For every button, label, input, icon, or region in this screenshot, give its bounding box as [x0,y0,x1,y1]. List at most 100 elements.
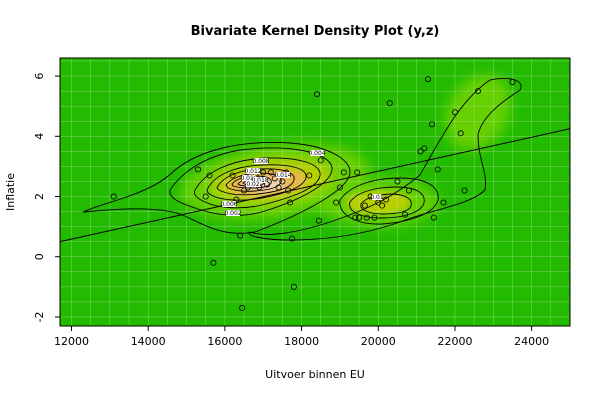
x-axis-label: Uitvoer binnen EU [265,368,365,381]
svg-text:0.012: 0.012 [244,168,261,175]
y-tick: 0 [33,253,60,260]
contour-label: 0.002 [224,210,242,217]
x-tick: 24000 [514,326,549,348]
data-point [288,235,295,242]
y-tick-label: 2 [33,193,46,200]
data-point [434,166,441,173]
y-tick: 6 [33,73,60,80]
x-tick-label: 12000 [54,335,89,348]
data-point [285,187,292,194]
data-point [290,283,297,290]
contour-label: 0.018 [251,177,269,184]
data-point [241,187,248,194]
data-point [110,193,117,200]
y-axis: -2 0 2 4 6 [33,73,60,322]
data-point [402,211,409,218]
y-axis-label: Inflatie [4,173,17,211]
svg-text:0.008: 0.008 [252,158,269,165]
data-point [233,196,240,203]
svg-text:0.006: 0.006 [220,201,237,208]
data-point [210,259,217,266]
contour-line [82,142,351,234]
data-point [340,169,347,176]
x-tick: 20000 [361,326,396,348]
y-tick-label: 6 [33,73,46,80]
data-point [229,172,236,179]
data-point [461,187,468,194]
contour-label: 0.014 [274,172,292,179]
contour-line [169,147,333,216]
x-tick: 16000 [207,326,242,348]
contour-line [248,78,522,241]
x-axis: 12000 14000 16000 18000 20000 22000 24000 [54,326,549,348]
y-tick: -2 [33,311,60,322]
y-tick-label: -2 [33,311,46,322]
x-tick-label: 16000 [207,335,242,348]
x-tick-label: 24000 [514,335,549,348]
data-point [421,145,428,152]
svg-text:0.01: 0.01 [370,194,384,201]
data-point [382,196,389,203]
contour-labels: 0.002 0.004 0.006 0.008 0.01 0.012 0.014… [220,150,384,217]
data-point [457,130,464,137]
data-point [430,214,437,221]
data-point [275,184,282,191]
contour-label: 0.004 [308,150,326,157]
x-tick: 14000 [131,326,166,348]
grid-lines [60,58,570,326]
data-point [239,304,246,311]
x-tick: 22000 [437,326,472,348]
data-point [271,175,278,182]
data-point [237,232,244,239]
data-point [352,214,359,221]
data-point [315,217,322,224]
data-point [405,187,412,194]
contour-line [349,186,425,219]
data-point [260,169,267,176]
data-point [386,100,393,107]
data-point [267,169,274,176]
density-contours [82,78,522,241]
data-point [202,193,209,200]
data-point [195,166,202,173]
y-tick: 2 [33,193,60,200]
x-tick: 18000 [284,326,319,348]
x-tick-label: 14000 [131,335,166,348]
svg-text:0.016: 0.016 [240,175,257,182]
data-point [356,214,363,221]
chart-title: Bivariate Kernel Density Plot (y,z) [191,24,440,39]
data-point [287,199,294,206]
contour-line [339,177,439,225]
data-point [425,76,432,83]
data-point [371,214,378,221]
svg-text:0.02: 0.02 [246,181,260,188]
svg-text:0.014: 0.014 [274,172,291,179]
data-point [379,202,386,209]
x-tick-label: 20000 [361,335,396,348]
svg-text:0.002: 0.002 [224,210,241,217]
svg-text:0.004: 0.004 [308,150,325,157]
data-point [361,202,368,209]
x-tick: 12000 [54,326,89,348]
data-point [474,88,481,95]
contour-label: 0.01 [370,194,384,201]
data-point [206,172,213,179]
data-point [451,109,458,116]
contour-line [194,157,321,209]
y-tick: 4 [33,133,60,140]
regression-line [60,128,570,243]
contour-label: 0.012 [244,168,262,175]
data-point [333,199,340,206]
plot-frame [59,57,571,327]
data-point [279,178,286,185]
y-tick-label: 0 [33,253,46,260]
contour-label: 0.006 [220,201,238,208]
data-point [306,172,313,179]
contour-label: 0.016 [240,175,258,182]
data-point [394,178,401,185]
x-tick-label: 18000 [284,335,319,348]
svg-text:0.018: 0.018 [251,177,268,184]
data-points [110,76,516,311]
data-point [417,148,424,155]
